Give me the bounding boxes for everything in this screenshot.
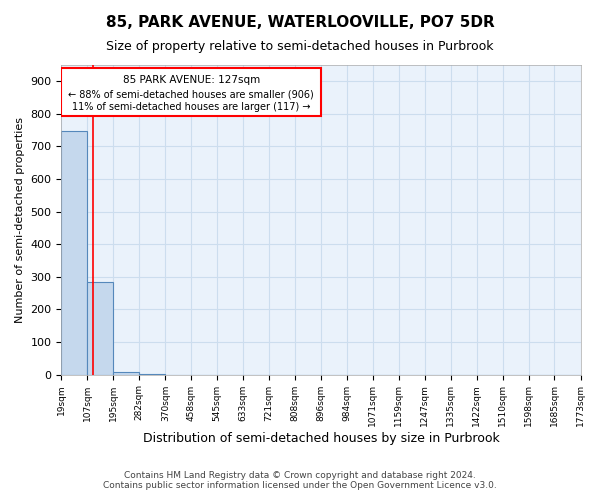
- Text: Contains HM Land Registry data © Crown copyright and database right 2024.
Contai: Contains HM Land Registry data © Crown c…: [103, 470, 497, 490]
- X-axis label: Distribution of semi-detached houses by size in Purbrook: Distribution of semi-detached houses by …: [143, 432, 499, 445]
- Bar: [61, 131, 88, 374]
- Text: Size of property relative to semi-detached houses in Purbrook: Size of property relative to semi-detach…: [106, 40, 494, 53]
- Text: 85 PARK AVENUE: 127sqm: 85 PARK AVENUE: 127sqm: [122, 75, 260, 85]
- Text: 11% of semi-detached houses are larger (117) →: 11% of semi-detached houses are larger (…: [72, 102, 310, 112]
- Bar: [113, 372, 139, 374]
- FancyBboxPatch shape: [61, 68, 321, 116]
- Y-axis label: Number of semi-detached properties: Number of semi-detached properties: [15, 117, 25, 323]
- Text: 85, PARK AVENUE, WATERLOOVILLE, PO7 5DR: 85, PARK AVENUE, WATERLOOVILLE, PO7 5DR: [106, 15, 494, 30]
- Text: ← 88% of semi-detached houses are smaller (906): ← 88% of semi-detached houses are smalle…: [68, 89, 314, 99]
- Bar: [88, 282, 113, 374]
